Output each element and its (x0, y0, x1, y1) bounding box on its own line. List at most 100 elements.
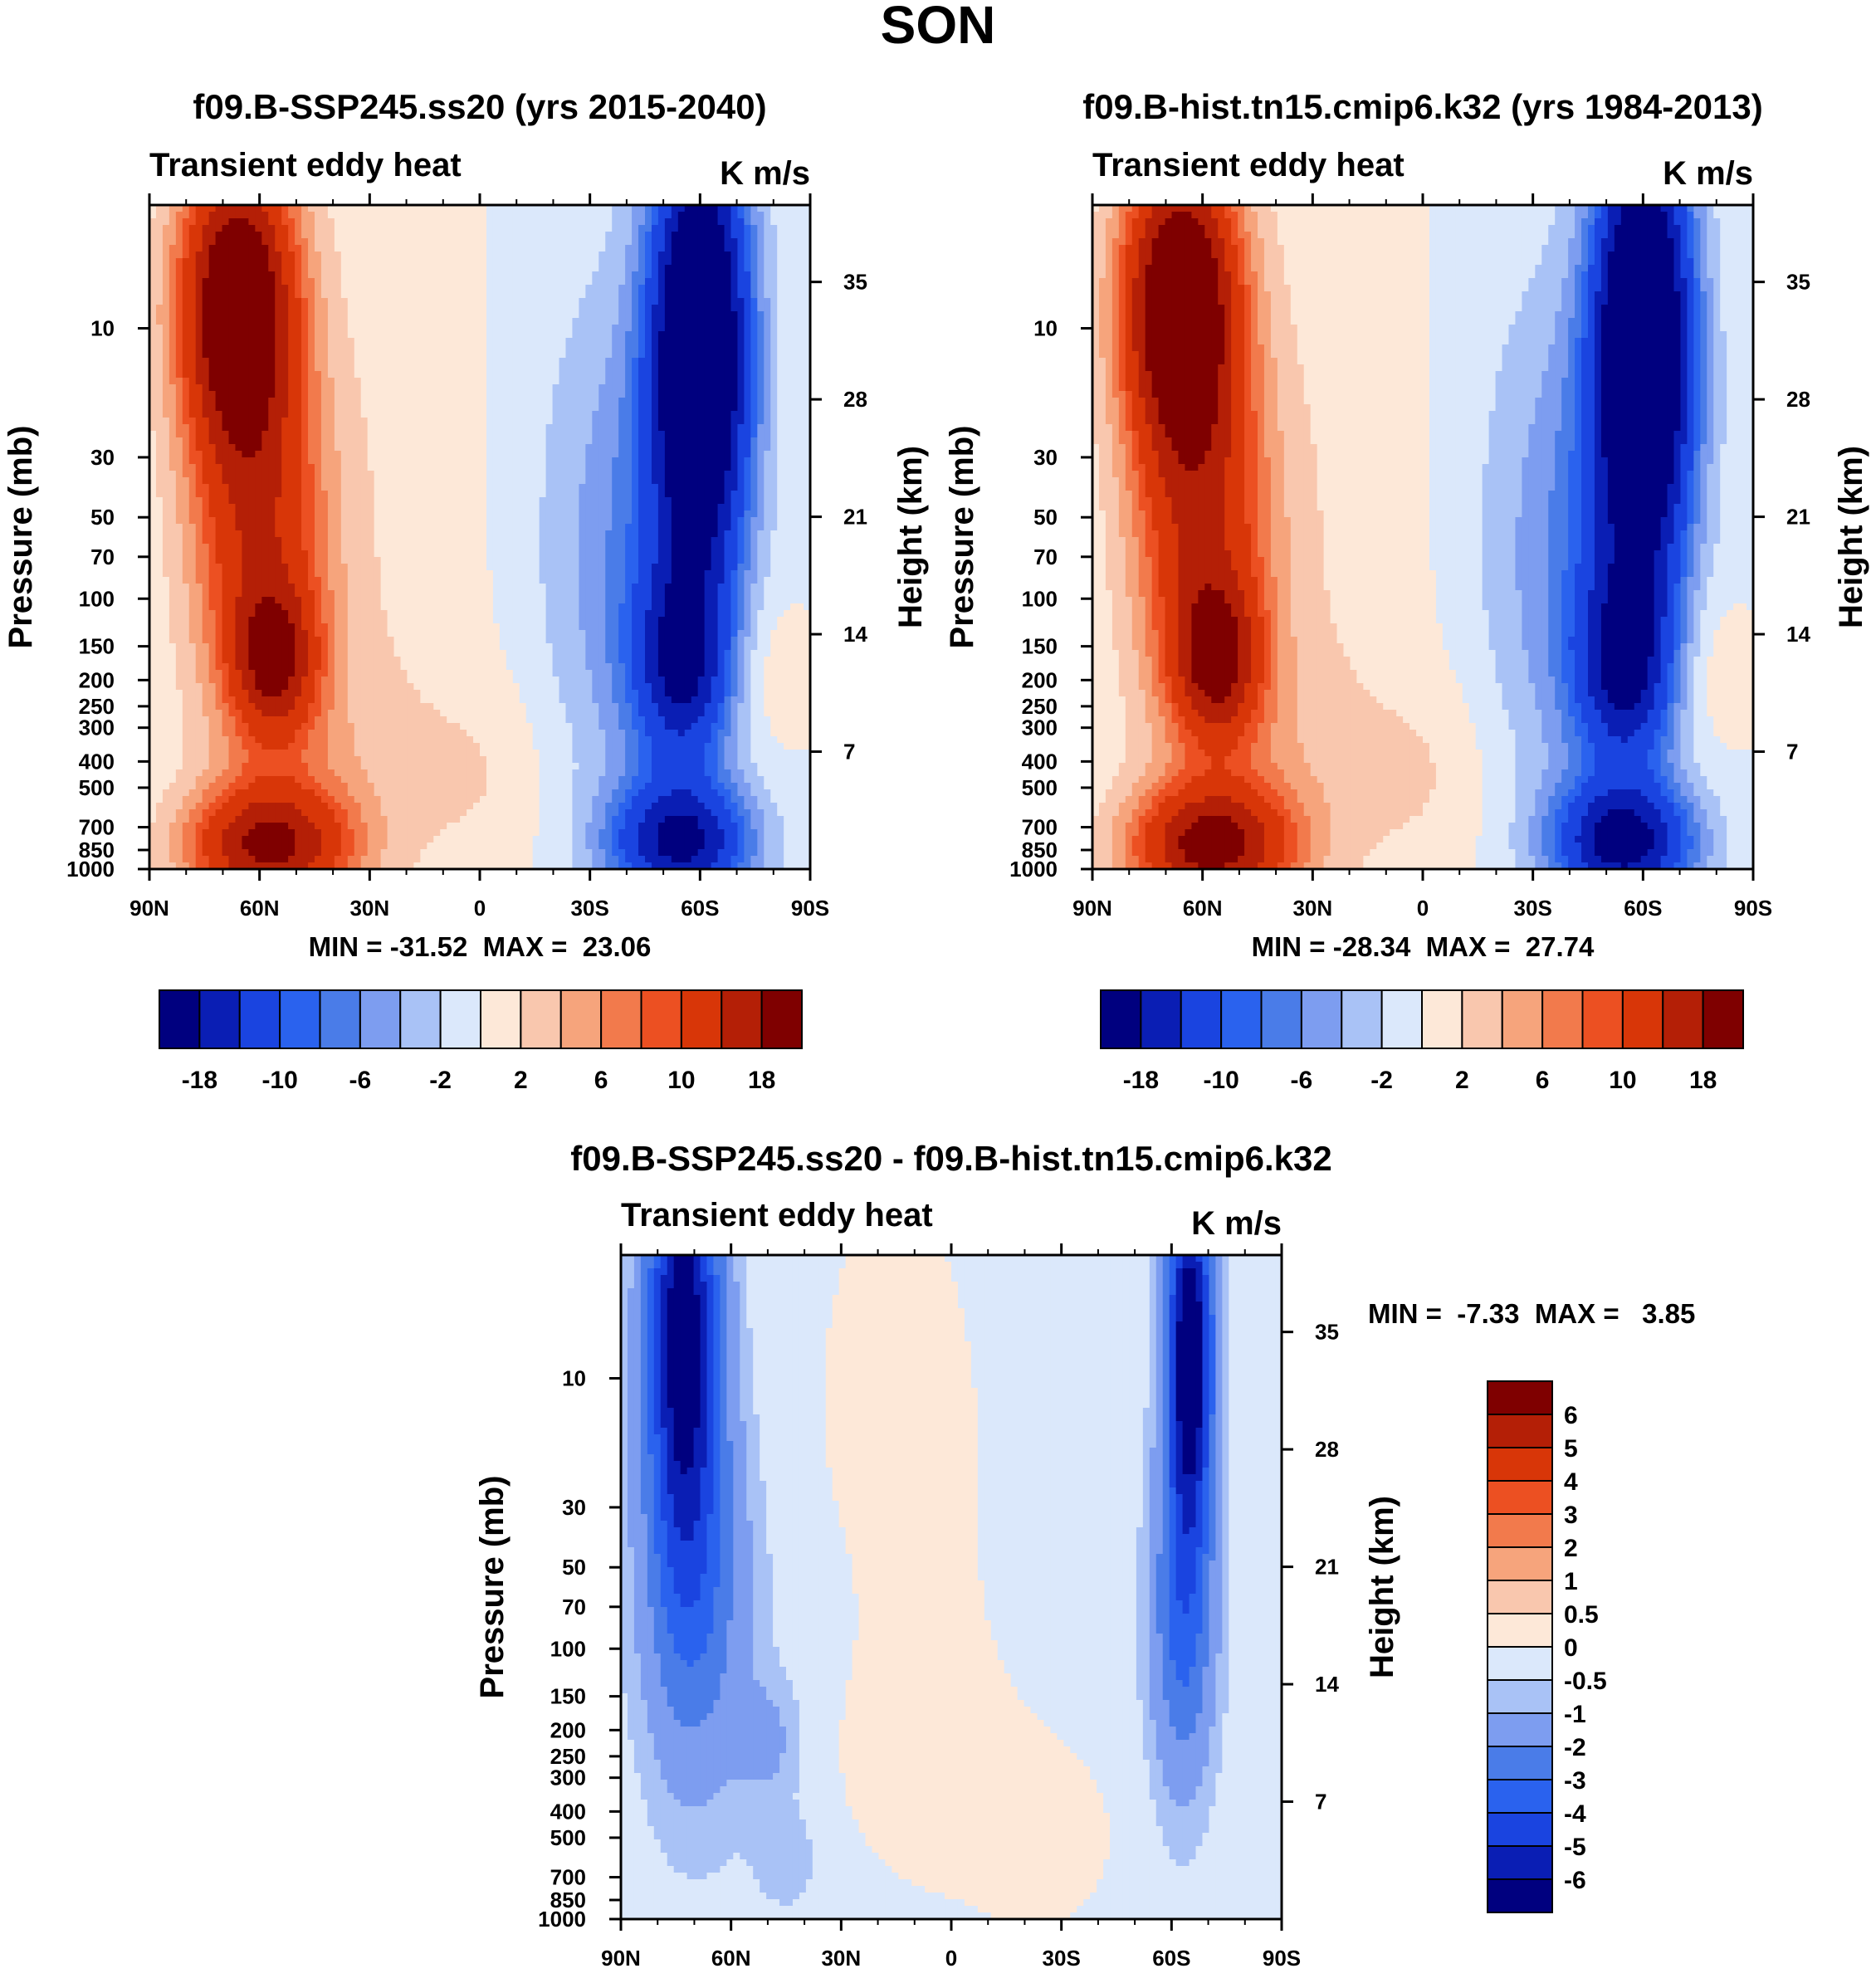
contour-cell (764, 358, 771, 365)
contour-cell (235, 451, 243, 458)
contour-cell (222, 411, 230, 418)
contour-cell (433, 424, 441, 432)
contour-cell (565, 517, 574, 525)
contour-cell (499, 418, 507, 425)
contour-cell (790, 358, 798, 365)
contour-cell (420, 398, 427, 405)
contour-cell (512, 471, 520, 478)
contour-cell (334, 265, 342, 272)
contour-cell (427, 305, 434, 312)
contour-cell (222, 398, 230, 405)
contour-cell (315, 271, 322, 279)
contour-cell (162, 524, 170, 531)
contour-cell (195, 510, 203, 518)
contour-cell (638, 285, 646, 292)
contour-cell (393, 205, 402, 212)
contour-cell (301, 418, 309, 425)
contour-cell (393, 391, 402, 398)
contour-cell (175, 464, 183, 471)
contour-cell (572, 437, 579, 445)
contour-cell (340, 344, 349, 352)
contour-cell (400, 411, 408, 418)
contour-cell (525, 471, 534, 478)
contour-cell (261, 338, 269, 345)
contour-cell (473, 384, 481, 392)
contour-cell (492, 232, 501, 239)
contour-cell (585, 384, 593, 392)
contour-cell (440, 364, 447, 372)
contour-cell (744, 371, 751, 379)
contour-cell (645, 451, 652, 458)
contour-cell (228, 378, 237, 385)
contour-cell (559, 404, 567, 412)
contour-cell (420, 431, 427, 438)
contour-cell (480, 252, 487, 259)
contour-cell (750, 344, 758, 352)
contour-cell (169, 285, 177, 292)
contour-cell (684, 338, 692, 345)
contour-cell (506, 338, 514, 345)
contour-cell (453, 318, 461, 325)
contour-cell (559, 278, 567, 286)
contour-cell (149, 371, 157, 379)
contour-cell (697, 471, 706, 478)
contour-cell (492, 344, 501, 352)
contour-cell (565, 218, 574, 226)
contour-cell (242, 524, 249, 531)
contour-cell (737, 477, 745, 485)
contour-cell (612, 384, 619, 392)
contour-cell (684, 504, 692, 511)
contour-cell (169, 245, 177, 252)
contour-cell (473, 271, 481, 279)
contour-cell (413, 371, 421, 379)
contour-cell (175, 398, 183, 405)
contour-cell (657, 484, 666, 491)
contour-cell (215, 305, 223, 312)
contour-cell (677, 477, 686, 485)
contour-cell (447, 477, 454, 485)
contour-cell (657, 252, 666, 259)
contour-cell (757, 351, 765, 359)
contour-cell (308, 517, 315, 525)
contour-cell (228, 524, 237, 531)
contour-cell (327, 524, 335, 531)
contour-cell (288, 391, 296, 398)
contour-cell (460, 497, 467, 505)
contour-cell (360, 404, 369, 412)
contour-cell (790, 471, 798, 478)
contour-cell (559, 471, 567, 478)
contour-cell (222, 364, 230, 372)
contour-cell (545, 491, 554, 498)
contour-cell (605, 457, 613, 465)
contour-cell (797, 418, 804, 425)
contour-cell (492, 471, 501, 478)
contour-cell (612, 491, 619, 498)
contour-cell (585, 311, 593, 319)
contour-cell (525, 318, 534, 325)
contour-cell (717, 331, 725, 339)
contour-cell (664, 291, 672, 299)
contour-cell (552, 517, 560, 525)
contour-cell (777, 391, 784, 398)
contour-cell (506, 517, 514, 525)
contour-cell (169, 265, 177, 272)
contour-cell (757, 444, 765, 452)
contour-cell (340, 271, 349, 279)
contour-cell (605, 497, 613, 505)
contour-cell (182, 510, 190, 518)
contour-cell (347, 411, 355, 418)
contour-cell (235, 305, 243, 312)
contour-cell (235, 411, 243, 418)
contour-cell (691, 238, 699, 246)
contour-cell (268, 344, 276, 352)
contour-cell (804, 331, 810, 339)
contour-cell (704, 491, 712, 498)
contour-cell (155, 524, 164, 531)
contour-cell (605, 391, 613, 398)
contour-cell (757, 205, 765, 212)
contour-cell (288, 431, 296, 438)
contour-cell (585, 411, 593, 418)
contour-cell (308, 271, 315, 279)
contour-cell (605, 378, 613, 385)
contour-cell (764, 391, 771, 398)
